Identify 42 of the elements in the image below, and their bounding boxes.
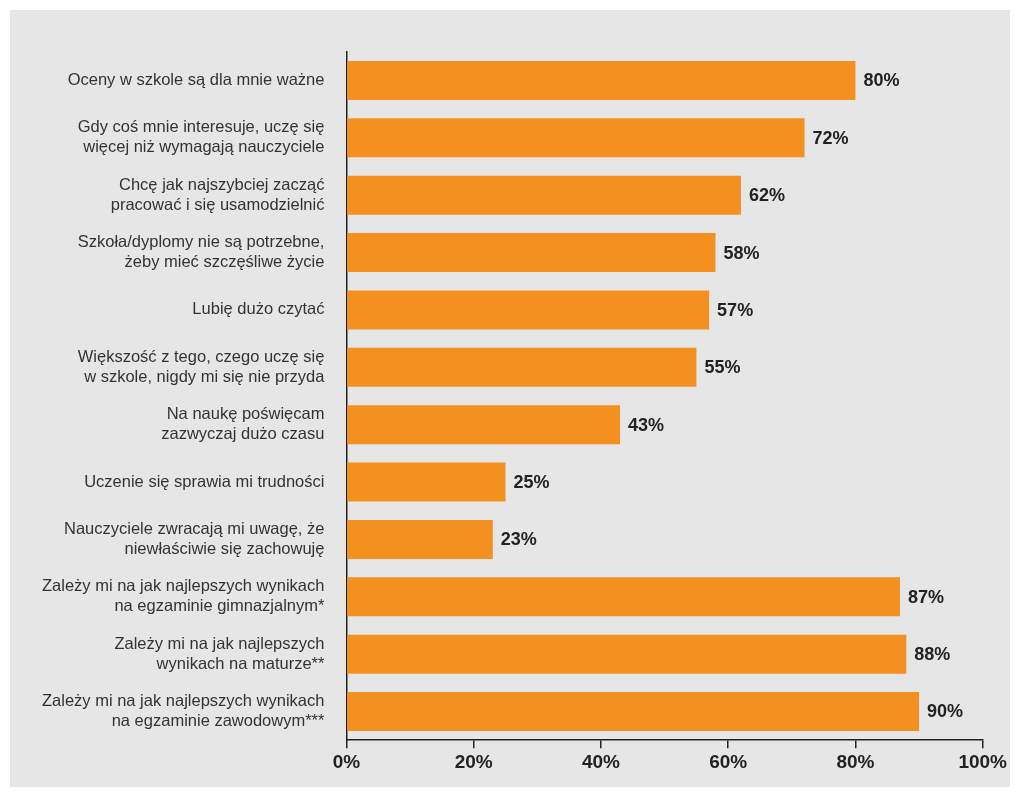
bar xyxy=(347,634,907,674)
data-label: 43% xyxy=(628,414,665,435)
y-tick-label: Uczenie się sprawia mi trudności xyxy=(84,471,325,490)
bar xyxy=(347,577,900,617)
y-tick-label: Nauczyciele zwracają mi uwagę, że niewłaściwie się zachowuję xyxy=(64,519,325,557)
y-tick-label: Lubię dużo czytać xyxy=(192,299,325,318)
bar xyxy=(347,347,697,387)
bar xyxy=(347,175,741,215)
data-label: 25% xyxy=(513,472,550,493)
y-tick-label: Szkoła/dyplomy nie są potrzebne, żeby mieć szczęśliwe życie xyxy=(77,232,325,271)
y-tick-label: Chcę jak najszybciej zacząć pracować i się usamodzielnić xyxy=(110,174,325,213)
bar xyxy=(347,118,805,158)
bar xyxy=(347,290,710,330)
data-label: 55% xyxy=(704,357,741,378)
y-tick-label: Zależy mi na jak najlepszych wynikach na maturze** xyxy=(114,633,326,672)
y-tick-label: Zależy mi na jak najlepszych wynikach na egzaminie gimnazjalnym* xyxy=(42,576,326,615)
x-tick-label: 100% xyxy=(958,750,1008,772)
bar xyxy=(347,692,920,731)
data-label: 58% xyxy=(723,242,760,263)
y-tick-label: Na naukę poświęcam zazwyczaj dużo czasu xyxy=(161,404,325,443)
y-tick-label: Oceny w szkole są dla mnie ważne xyxy=(67,70,325,89)
bar xyxy=(347,462,506,502)
data-label: 57% xyxy=(717,299,754,320)
bar xyxy=(347,519,493,559)
data-label: 87% xyxy=(907,586,945,607)
x-tick-label: 0% xyxy=(332,750,361,772)
y-tick-label: Zależy mi na jak najlepszych wynikach na egzaminie zawodowym*** xyxy=(42,691,326,729)
x-tick-label: 40% xyxy=(581,750,621,772)
x-tick-label: 20% xyxy=(454,750,493,772)
y-tick-label: Większość z tego, czego uczę się w szkole, nigdy mi się nie przyda xyxy=(77,346,326,385)
data-label: 90% xyxy=(927,701,964,722)
data-label: 62% xyxy=(748,185,785,206)
data-label: 80% xyxy=(863,70,900,91)
data-label: 23% xyxy=(500,529,537,550)
bar xyxy=(347,405,621,445)
x-tick-label: 60% xyxy=(709,750,748,772)
x-tick-label: 80% xyxy=(836,750,875,772)
y-tick-label: Gdy coś mnie interesuje, uczę się więcej niż wymagają nauczyciele xyxy=(77,117,325,156)
bar xyxy=(347,233,716,273)
data-label: 72% xyxy=(812,127,849,148)
data-label: 88% xyxy=(914,644,951,665)
bar xyxy=(347,61,856,100)
